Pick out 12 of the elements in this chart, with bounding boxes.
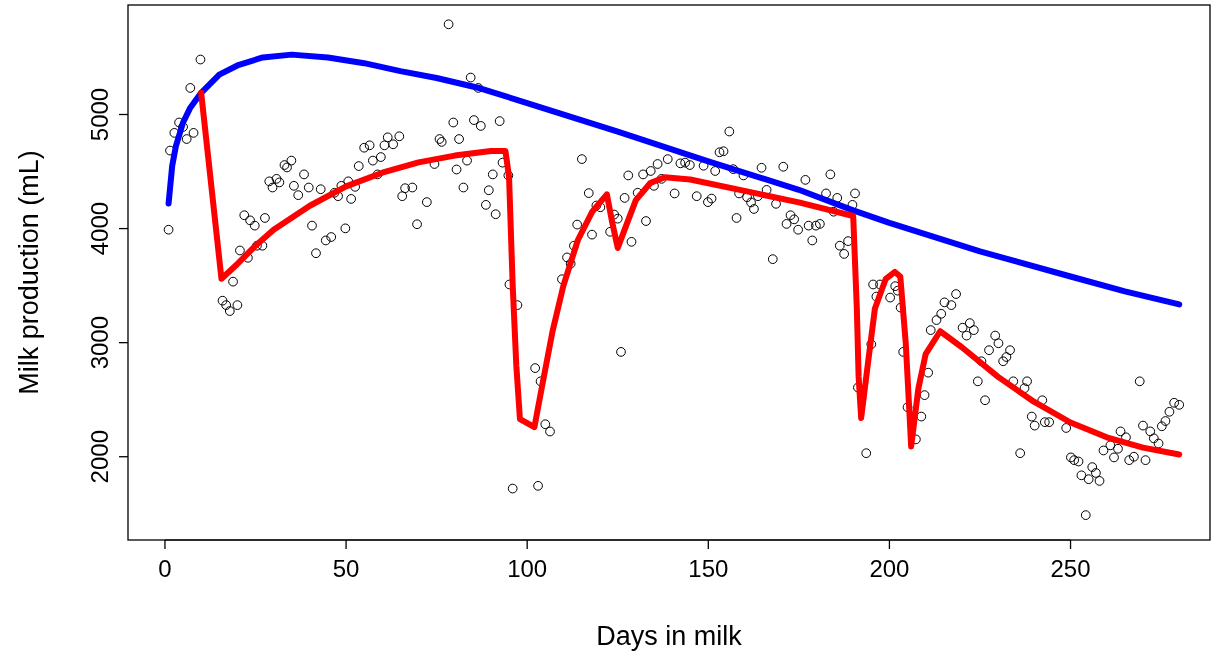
y-tick-label: 5000 (86, 87, 113, 142)
x-tick-label: 200 (869, 555, 910, 582)
y-tick-label: 2000 (86, 430, 113, 484)
x-axis-title: Days in milk (596, 621, 743, 651)
x-tick-label: 250 (1050, 555, 1091, 582)
x-tick-label: 0 (158, 555, 172, 582)
x-tick-label: 50 (332, 555, 360, 582)
y-axis-title: Milk production (mL) (14, 150, 44, 395)
x-tick-label: 150 (688, 555, 729, 582)
x-tick-label: 100 (507, 555, 548, 582)
y-tick-label: 3000 (86, 315, 113, 370)
y-tick-label: 4000 (86, 201, 113, 256)
